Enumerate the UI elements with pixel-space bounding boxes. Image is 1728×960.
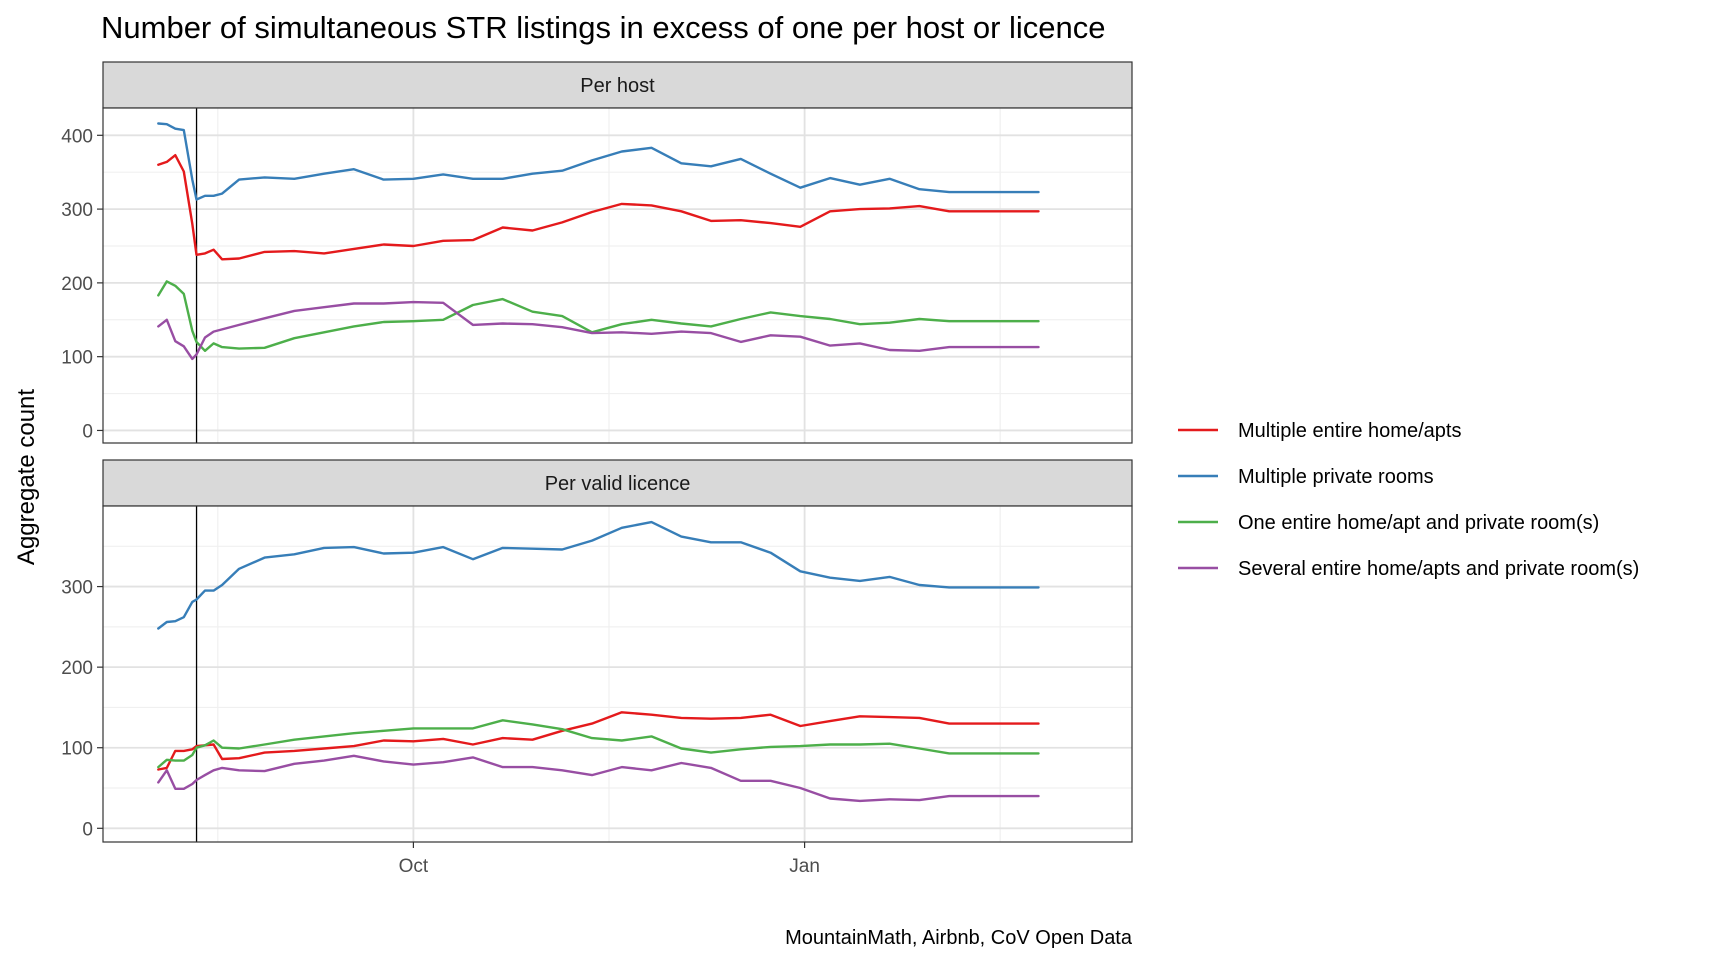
- x-tick-label: Oct: [399, 856, 429, 877]
- series-line-several-entire-home-apts-and-private-room-s: [157, 754, 1040, 803]
- panel-strip: [102, 459, 1133, 507]
- legend-label: Several entire home/apts and private roo…: [1238, 558, 1639, 580]
- y-tick-label: 400: [61, 126, 93, 147]
- y-tick-label: 300: [61, 200, 93, 221]
- panel-strip: [102, 61, 1133, 109]
- y-tick-label: 100: [61, 739, 93, 760]
- panels: Per host 0 100 200 300 400 Per valid licence 0 1…: [61, 61, 1133, 843]
- series-line-multiple-private-rooms: [157, 520, 1040, 630]
- series-line-one-entire-home-apt-and-private-room-s: [157, 280, 1040, 352]
- panel-1: Per host 0 100 200 300 400: [61, 61, 1133, 444]
- panel-strip-label: Per host: [580, 75, 655, 97]
- panel-2: Per valid licence 0 100 200 300: [61, 459, 1133, 843]
- series-line-several-entire-home-apts-and-private-room-s: [157, 300, 1040, 361]
- x-tick-label: Jan: [789, 856, 820, 877]
- chart-caption: MountainMath, Airbnb, CoV Open Data: [785, 927, 1133, 949]
- series-line-multiple-entire-home-apts: [157, 153, 1040, 261]
- y-tick-label: 300: [61, 578, 93, 599]
- legend-label: Multiple entire home/apts: [1238, 420, 1461, 442]
- panel-background: [103, 108, 1132, 443]
- panel-border: [102, 107, 1133, 444]
- x-axis: Oct Jan: [399, 842, 820, 877]
- series-line-multiple-private-rooms: [157, 122, 1040, 201]
- panel-background: [103, 506, 1132, 842]
- panel-strip-label: Per valid licence: [545, 473, 691, 495]
- chart-title: Number of simultaneous STR listings in e…: [101, 10, 1106, 45]
- legend-label: One entire home/apt and private room(s): [1238, 512, 1599, 534]
- y-tick-label: 100: [61, 348, 93, 369]
- y-tick-label: 200: [61, 658, 93, 679]
- y-tick-label: 0: [82, 819, 93, 840]
- y-tick-label: 0: [82, 421, 93, 442]
- legend: Multiple entire home/apts Multiple privat…: [1178, 420, 1639, 580]
- panel-border: [102, 505, 1133, 843]
- y-axis-label: Aggregate count: [13, 389, 40, 565]
- series-line-one-entire-home-apt-and-private-room-s: [157, 719, 1040, 769]
- legend-label: Multiple private rooms: [1238, 466, 1434, 488]
- y-tick-label: 200: [61, 274, 93, 295]
